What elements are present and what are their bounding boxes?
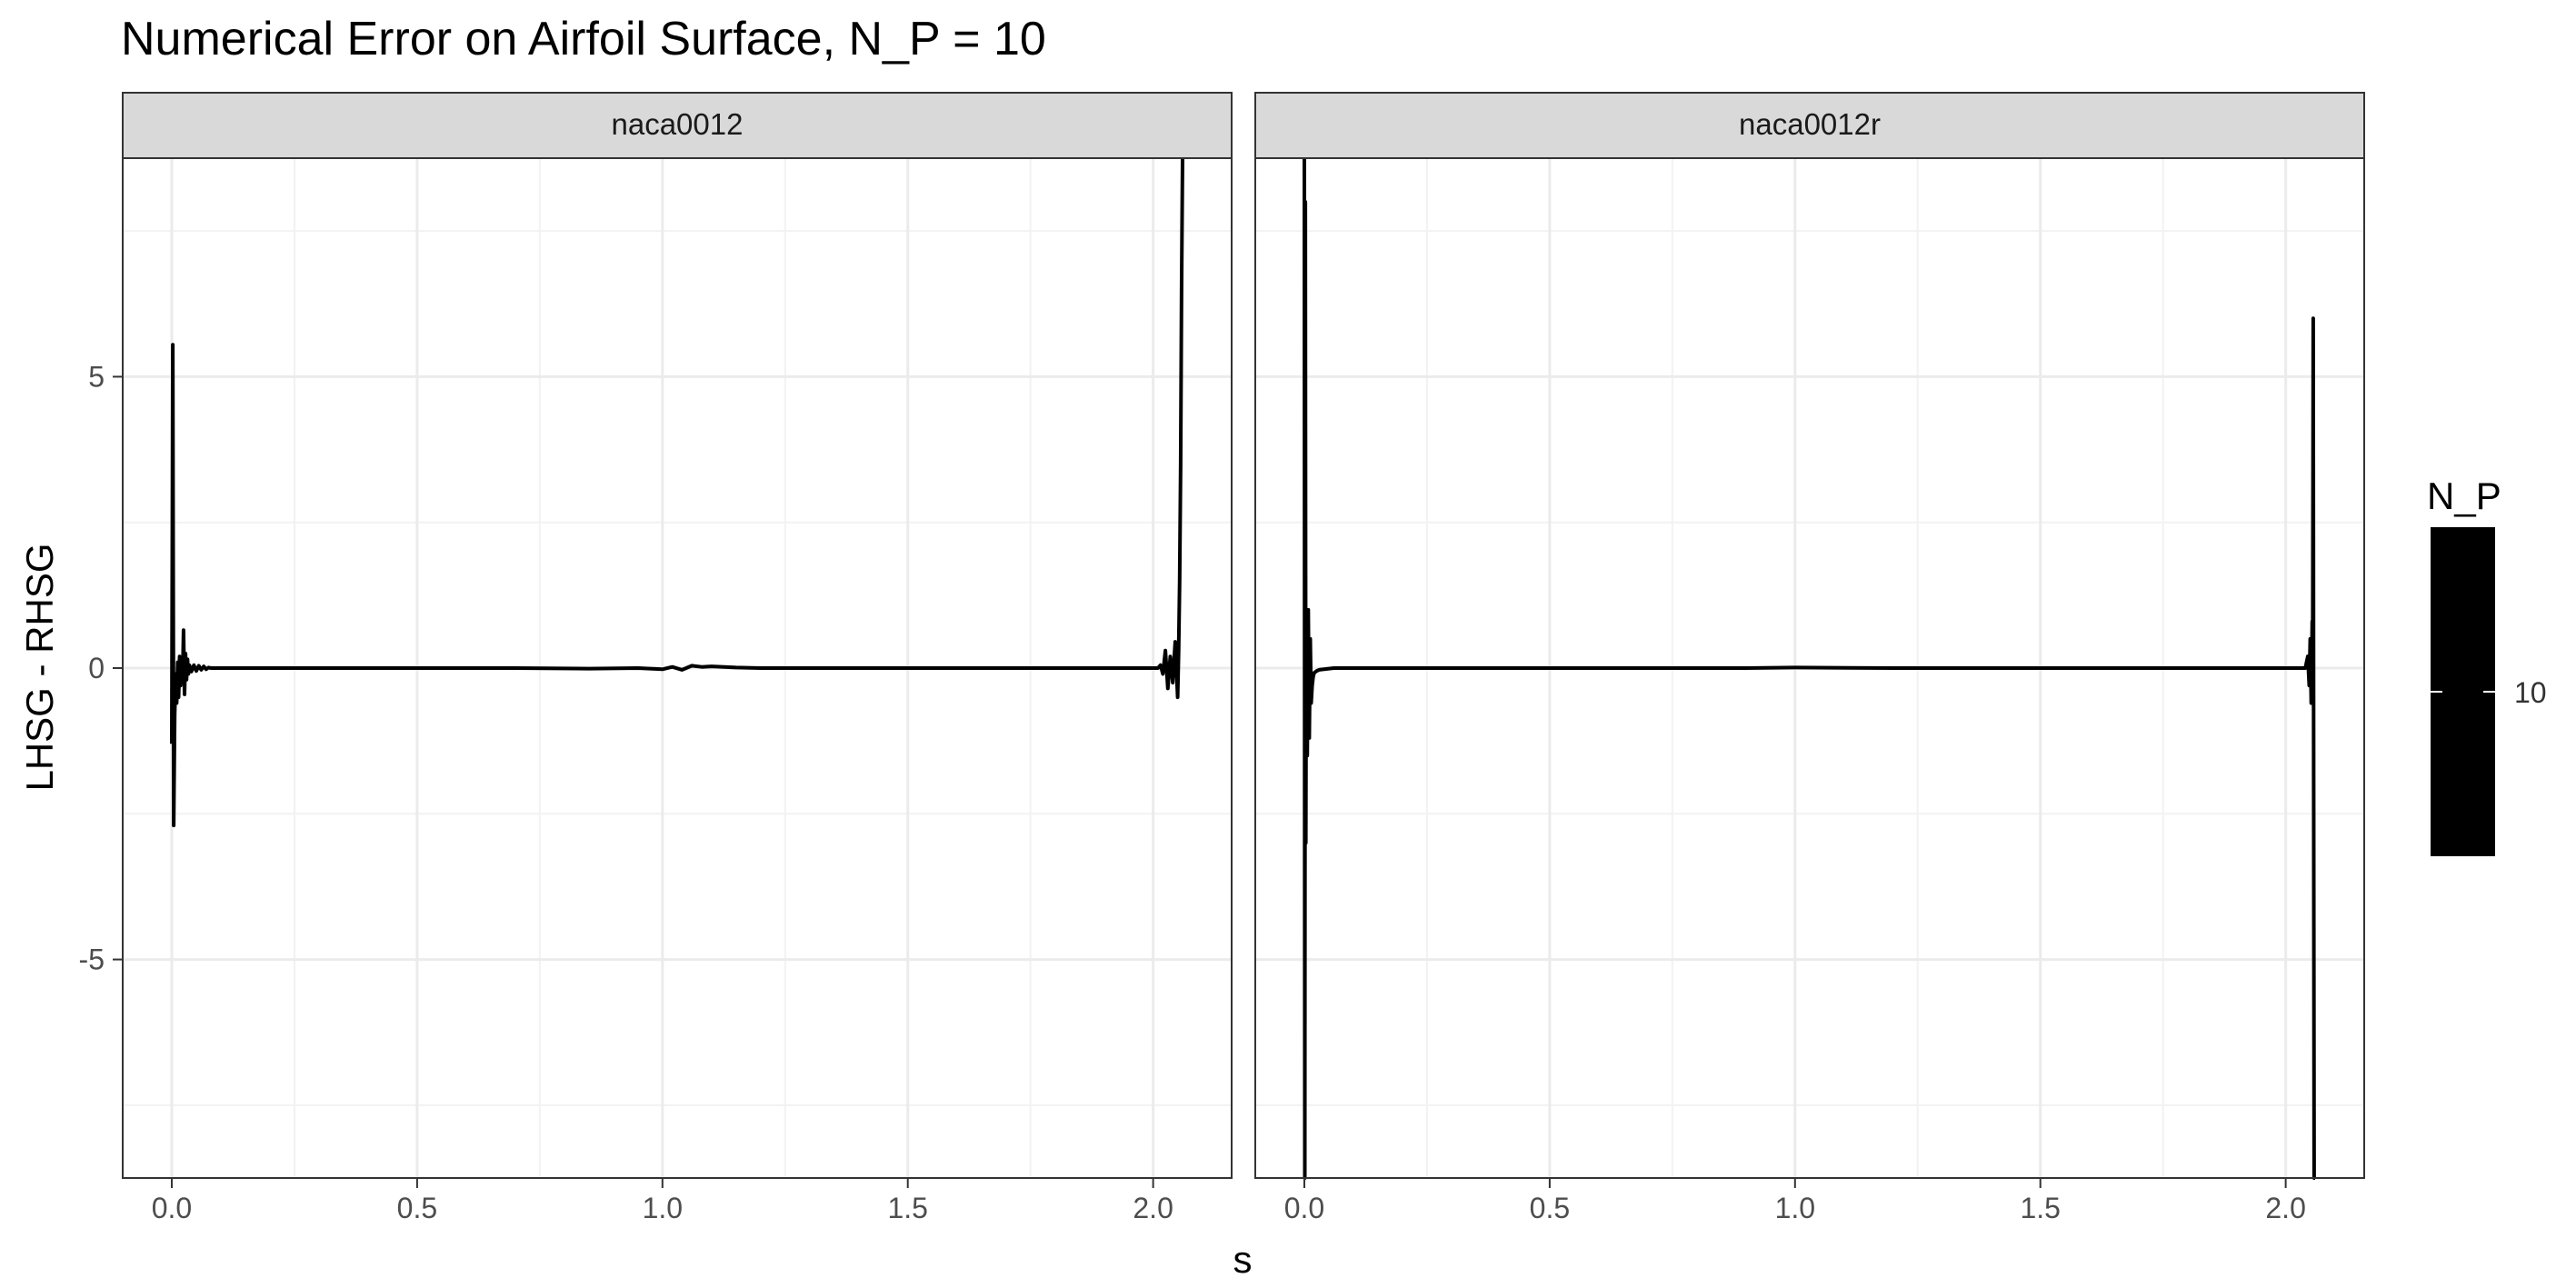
panel-naca0012r: naca0012r 0.0 0.5 1.0 1.5 2.0: [1254, 92, 2365, 1224]
x-tick-label: 2.0: [2265, 1192, 2305, 1224]
panel-border: [1254, 157, 2365, 1179]
strip-label-naca0012: naca0012: [612, 107, 744, 141]
x-axis-title: s: [1233, 1238, 1253, 1281]
series-line-naca0012: [170, 157, 1184, 828]
y-tick-label: 0: [88, 652, 105, 684]
legend-title: N_P: [2427, 474, 2501, 517]
panels-layer: naca0012 0.0 0.5 1.0 1.5 2.0 -5 0 5 naca0012r 0.0 0…: [79, 92, 2365, 1224]
x-tick-label: 1.5: [887, 1192, 927, 1224]
x-tick-label: 2.0: [1133, 1192, 1173, 1224]
x-tick-label: 0.5: [1530, 1192, 1570, 1224]
series-line-naca0012r: [1303, 157, 2316, 1180]
x-tick-label: 0.0: [1284, 1192, 1324, 1224]
y-tick-label: -5: [79, 944, 105, 976]
panel-naca0012: naca0012 0.0 0.5 1.0 1.5 2.0 -5 0 5: [79, 92, 1233, 1224]
legend-label: 10: [2514, 676, 2547, 709]
x-tick-label: 1.5: [2020, 1192, 2060, 1224]
y-tick-label: 5: [88, 360, 105, 393]
chart-title: Numerical Error on Airfoil Surface, N_P …: [121, 13, 1046, 65]
x-tick-label: 0.5: [397, 1192, 437, 1224]
x-tick-label: 1.0: [1775, 1192, 1815, 1224]
x-tick-label: 0.0: [152, 1192, 192, 1224]
strip-naca0012: [122, 92, 1233, 159]
legend: N_P 10: [2427, 474, 2547, 856]
y-axis-title: LHSG - RHSG: [18, 543, 61, 791]
strip-label-naca0012r: naca0012r: [1739, 107, 1881, 141]
x-tick-label: 1.0: [643, 1192, 683, 1224]
